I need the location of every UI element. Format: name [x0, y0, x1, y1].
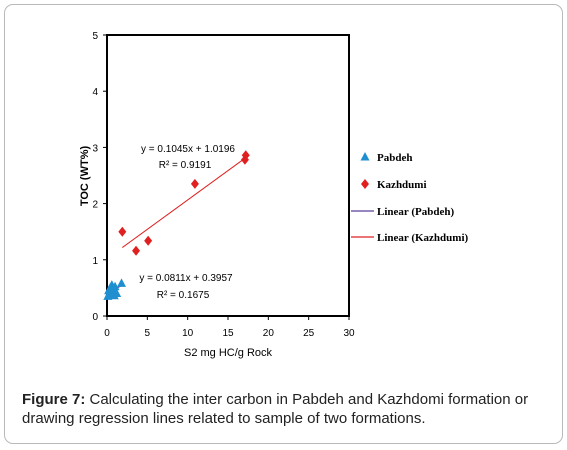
y-tick-label: 0	[92, 312, 98, 323]
pabdeh-point	[117, 278, 127, 287]
y-axis-label: TOC (WT%)	[79, 146, 91, 207]
legend-kazhdumi-label: Kazhdumi	[377, 179, 427, 191]
x-axis-label: S2 mg HC/g Rock	[184, 347, 273, 359]
pabdeh-point	[112, 288, 122, 298]
legend-linear-pabdeh-label: Linear (Pabdeh)	[377, 206, 454, 218]
pabdeh-equation: y = 0.0811x + 0.3957	[139, 273, 233, 284]
kazhdumi-point	[118, 226, 127, 237]
x-tick-label: 10	[182, 328, 194, 339]
legend-pabdeh-label: Pabdeh	[377, 152, 412, 164]
y-tick-label: 5	[92, 31, 98, 42]
kazhdumi-r2: R² = 0.9191	[159, 160, 212, 171]
caption-label: Figure 7:	[22, 391, 86, 408]
kazhdumi-equation: y = 0.1045x + 1.0196	[141, 144, 235, 155]
legend-linear-kazhdumi-label: Linear (Kazhdumi)	[377, 232, 469, 244]
kazhdumi-point	[190, 178, 199, 189]
pabdeh-point	[110, 281, 120, 291]
kazhdumi-point	[144, 235, 153, 246]
kazhdumi-point	[132, 245, 141, 256]
kazhdumi-point	[241, 150, 250, 161]
x-tick-label: 30	[343, 328, 355, 339]
y-tick-label: 4	[92, 87, 98, 98]
x-tick-label: 5	[145, 328, 151, 339]
x-tick-label: 0	[104, 328, 110, 339]
x-tick-label: 20	[263, 328, 275, 339]
y-tick-label: 2	[92, 200, 98, 211]
trendline-1	[122, 157, 247, 248]
pabdeh-r2: R² = 0.1675	[157, 290, 210, 301]
scatter-chart: 0 5 10 15 20 25 30 0 1 2 3 4 5 y = 0.1045x + 1.0196 R…	[79, 31, 469, 359]
x-tick-label: 15	[222, 328, 234, 339]
figure-caption: Figure 7: Calculating the inter carbon i…	[22, 390, 552, 428]
caption-text: Calculating the inter carbon in Pabdeh a…	[22, 391, 529, 427]
x-tick-label: 25	[303, 328, 315, 339]
plot-area	[106, 34, 350, 317]
legend-pabdeh-marker	[360, 152, 370, 161]
legend-kazhdumi-marker	[361, 179, 369, 189]
y-tick-label: 3	[92, 143, 98, 154]
y-tick-label: 1	[92, 256, 98, 267]
